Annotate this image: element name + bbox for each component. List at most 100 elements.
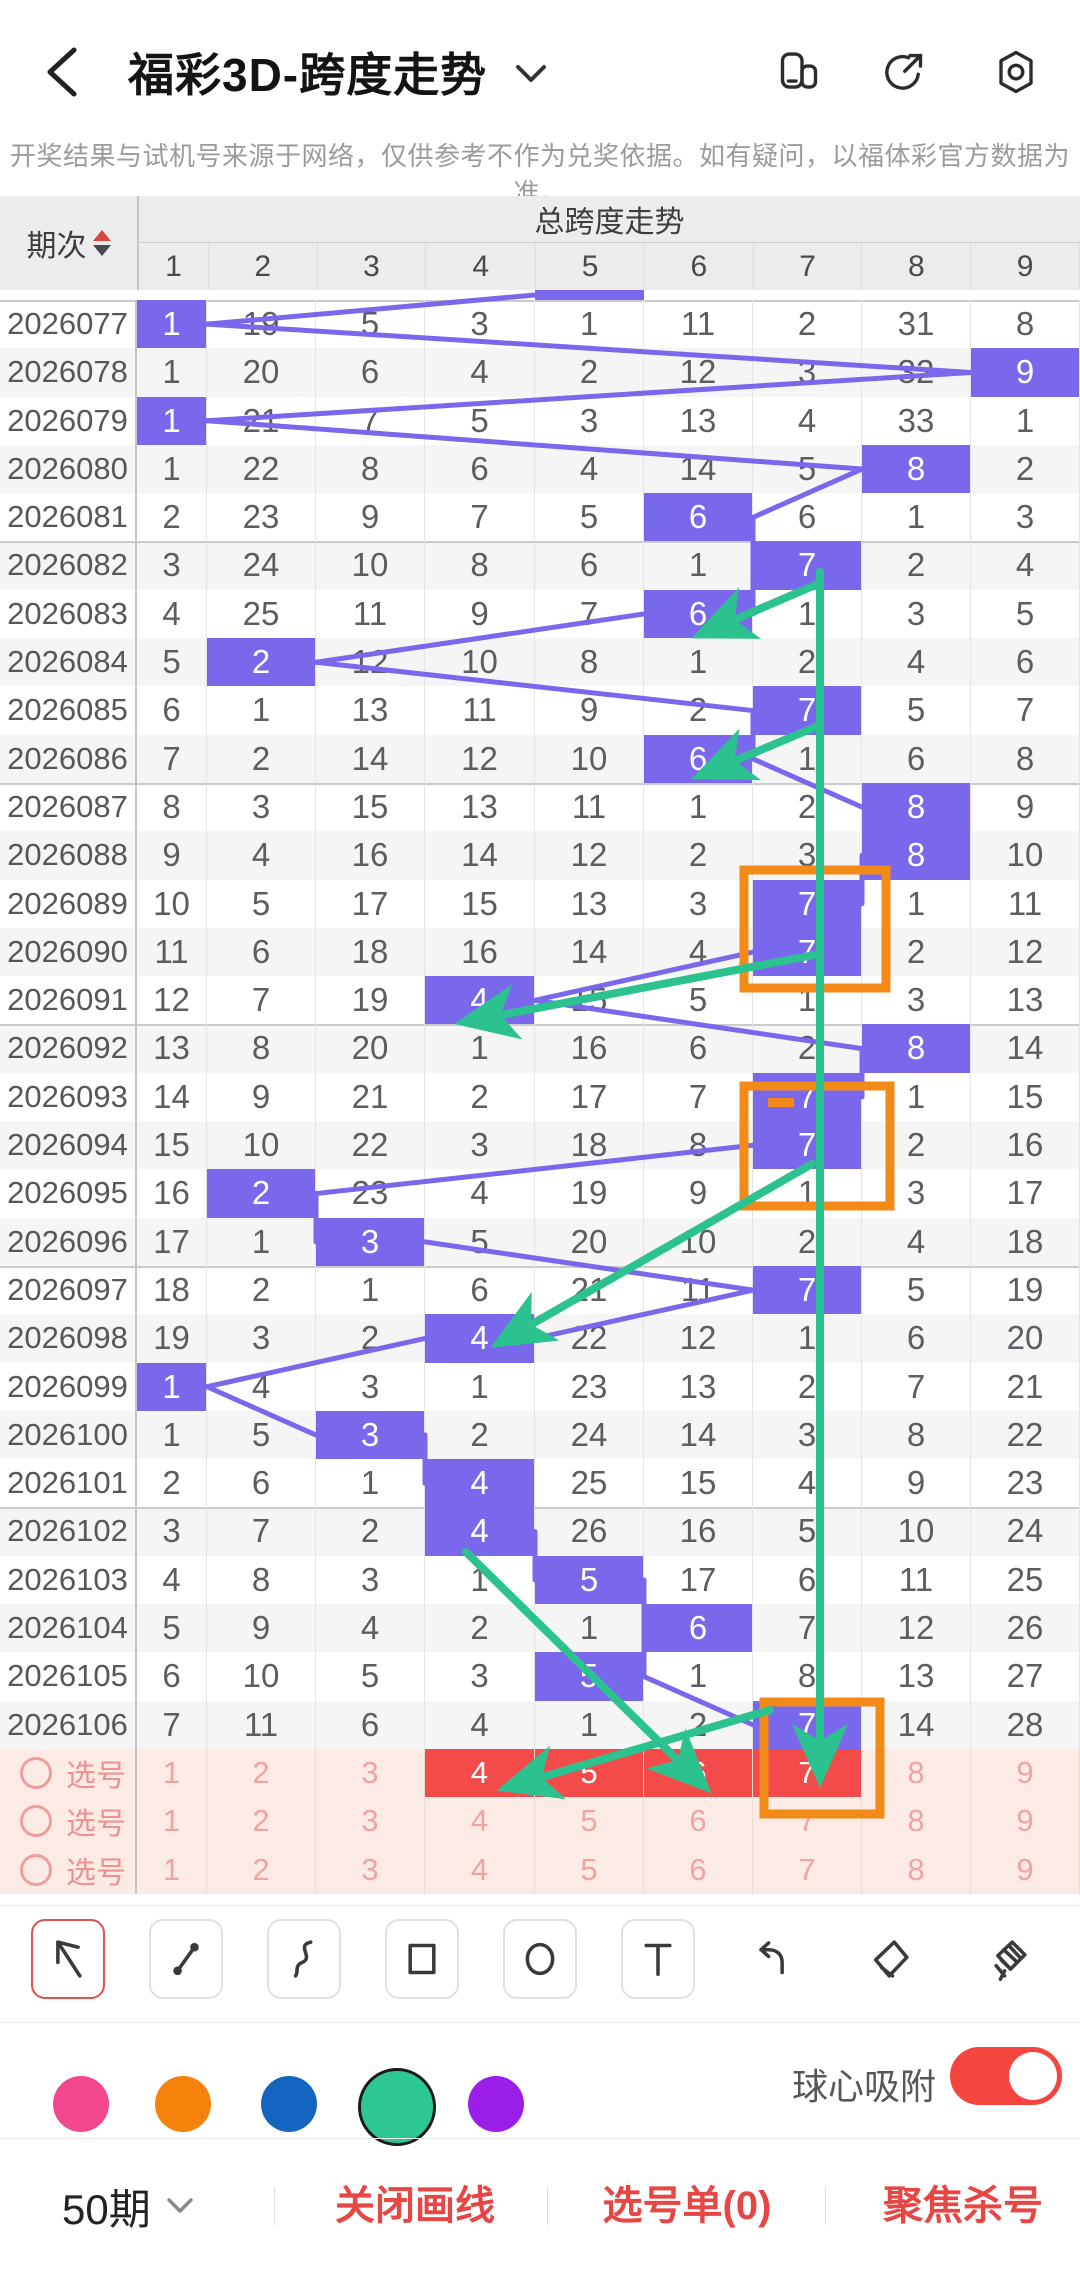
selection-number-cell[interactable]: 4 [425, 1845, 535, 1894]
table-row: 2026086 7 2 14 12 10 6 1 6 8 [0, 734, 1080, 783]
miss-count-cell: 2 [207, 1265, 316, 1315]
settings-icon[interactable] [992, 48, 1040, 96]
miss-count-cell: 1 [535, 1700, 644, 1749]
miss-count-cell: 23 [316, 1169, 425, 1218]
close-draw-button[interactable]: 关闭画线 [335, 2184, 495, 2228]
miss-count-cell: 2 [862, 927, 971, 977]
miss-count-cell: 6 [862, 734, 971, 783]
selection-number-cell[interactable]: 7 [753, 1845, 862, 1894]
snap-toggle[interactable] [950, 2047, 1062, 2105]
miss-count-cell: 10 [862, 1507, 971, 1556]
color-dot-selected[interactable] [358, 2068, 436, 2146]
miss-count-cell: 12 [137, 976, 207, 1025]
selection-number-cell[interactable]: 3 [316, 1748, 425, 1798]
selection-number-cell[interactable]: 3 [316, 1797, 425, 1846]
period-cell: 2026093 [0, 1072, 137, 1122]
selection-number-cell[interactable]: 5 [535, 1748, 644, 1798]
selection-number-cell[interactable]: 1 [137, 1845, 207, 1894]
selection-number-cell[interactable]: 8 [862, 1845, 971, 1894]
miss-count-cell: 8 [971, 300, 1080, 349]
miss-count-cell: 3 [207, 1314, 316, 1363]
title-dropdown[interactable]: 福彩3D-跨度走势 [128, 44, 549, 101]
miss-count-cell: 15 [425, 879, 535, 928]
period-sort-header[interactable]: 期次 [0, 196, 139, 290]
share-icon[interactable] [880, 48, 928, 96]
back-icon[interactable] [38, 44, 84, 100]
miss-count-cell: 19 [137, 1314, 207, 1363]
column-header: 3 [318, 243, 427, 290]
table-row: 2026090 11 6 18 16 14 4 7 2 12 [0, 927, 1080, 977]
selection-number-cell[interactable]: 3 [316, 1845, 425, 1894]
window-icon[interactable] [775, 48, 823, 96]
selection-number-cell[interactable]: 6 [644, 1845, 753, 1894]
color-dot[interactable] [261, 2076, 317, 2132]
miss-count-cell: 5 [137, 1604, 207, 1653]
selection-label[interactable]: 选号 [0, 1797, 137, 1846]
selection-number-cell[interactable]: 6 [644, 1748, 753, 1798]
selection-number-cell[interactable]: 2 [207, 1845, 316, 1894]
selection-number-cell[interactable]: 6 [644, 1797, 753, 1846]
color-dot[interactable] [155, 2076, 211, 2132]
miss-count-cell: 7 [207, 1507, 316, 1556]
tool-arrow-icon[interactable] [31, 1919, 105, 1999]
tool-eraser-icon[interactable] [853, 1919, 927, 1999]
selection-number-cell[interactable]: 8 [862, 1748, 971, 1798]
table-row: 2026094 15 10 22 3 18 8 7 2 16 [0, 1121, 1080, 1170]
selection-number-cell[interactable]: 5 [535, 1797, 644, 1846]
tool-rect-icon[interactable] [385, 1919, 459, 1999]
selection-number-cell[interactable]: 2 [207, 1748, 316, 1798]
miss-count-cell: 3 [207, 782, 316, 832]
miss-count-cell: 27 [971, 1652, 1080, 1701]
selection-number-cell[interactable]: 4 [425, 1797, 535, 1846]
miss-count-cell: 2 [862, 1121, 971, 1170]
selection-label[interactable]: 选号 [0, 1845, 137, 1894]
tool-text-icon[interactable] [621, 1919, 695, 1999]
miss-count-cell: 1 [644, 1652, 753, 1701]
miss-count-cell: 3 [862, 1169, 971, 1218]
miss-count-cell: 22 [316, 1121, 425, 1170]
miss-count-cell: 4 [137, 1555, 207, 1605]
selection-number-cell[interactable]: 9 [971, 1797, 1080, 1846]
selection-number-cell[interactable]: 8 [862, 1797, 971, 1846]
selection-number-cell[interactable]: 4 [425, 1748, 535, 1798]
circle-icon [20, 1853, 52, 1886]
tool-circle-icon[interactable] [503, 1919, 577, 1999]
color-dot[interactable] [468, 2076, 524, 2132]
miss-count-cell: 15 [971, 1072, 1080, 1122]
span-hit-cell: 6 [644, 589, 753, 639]
selection-number-cell[interactable]: 7 [753, 1748, 862, 1798]
focus-kill-button[interactable]: 聚焦杀号 [883, 2184, 1043, 2228]
divider [274, 2187, 275, 2225]
selection-number-cell[interactable]: 2 [207, 1797, 316, 1846]
span-hit-cell: 4 [425, 1314, 535, 1363]
period-cell: 2026082 [0, 541, 137, 590]
table-row: 2026097 18 2 1 6 21 11 7 5 19 [0, 1265, 1080, 1315]
color-dot[interactable] [53, 2076, 109, 2132]
periods-dropdown[interactable]: 50期 [62, 2161, 195, 2251]
period-cell: 2026090 [0, 927, 137, 977]
snap-label: 球心吸附 [791, 2066, 936, 2107]
selection-number-cell[interactable]: 5 [535, 1845, 644, 1894]
tool-curve-icon[interactable] [267, 1919, 341, 1999]
table-row: 2026102 3 7 2 4 26 16 5 10 24 [0, 1507, 1080, 1556]
miss-count-cell: 14 [644, 444, 753, 494]
selection-number-cell[interactable]: 9 [971, 1748, 1080, 1798]
span-hit-cell: 3 [316, 1410, 425, 1460]
selection-number-cell[interactable]: 1 [137, 1748, 207, 1798]
miss-count-cell: 5 [425, 396, 535, 445]
tool-line-icon[interactable] [149, 1919, 223, 1999]
selection-list-button[interactable]: 选号单(0) [602, 2184, 772, 2228]
miss-count-cell: 11 [644, 300, 753, 349]
selection-number-cell[interactable]: 1 [137, 1797, 207, 1846]
miss-count-cell: 25 [207, 589, 316, 639]
tool-undo-icon[interactable] [735, 1919, 809, 1999]
span-hit-cell: 1 [137, 1362, 207, 1411]
selection-number-cell[interactable]: 7 [753, 1797, 862, 1846]
selection-label[interactable]: 选号 [0, 1748, 137, 1798]
miss-count-cell: 7 [971, 686, 1080, 735]
miss-count-cell: 1 [862, 879, 971, 928]
tool-brush-icon[interactable] [971, 1919, 1045, 1999]
selection-number-cell[interactable]: 9 [971, 1845, 1080, 1894]
